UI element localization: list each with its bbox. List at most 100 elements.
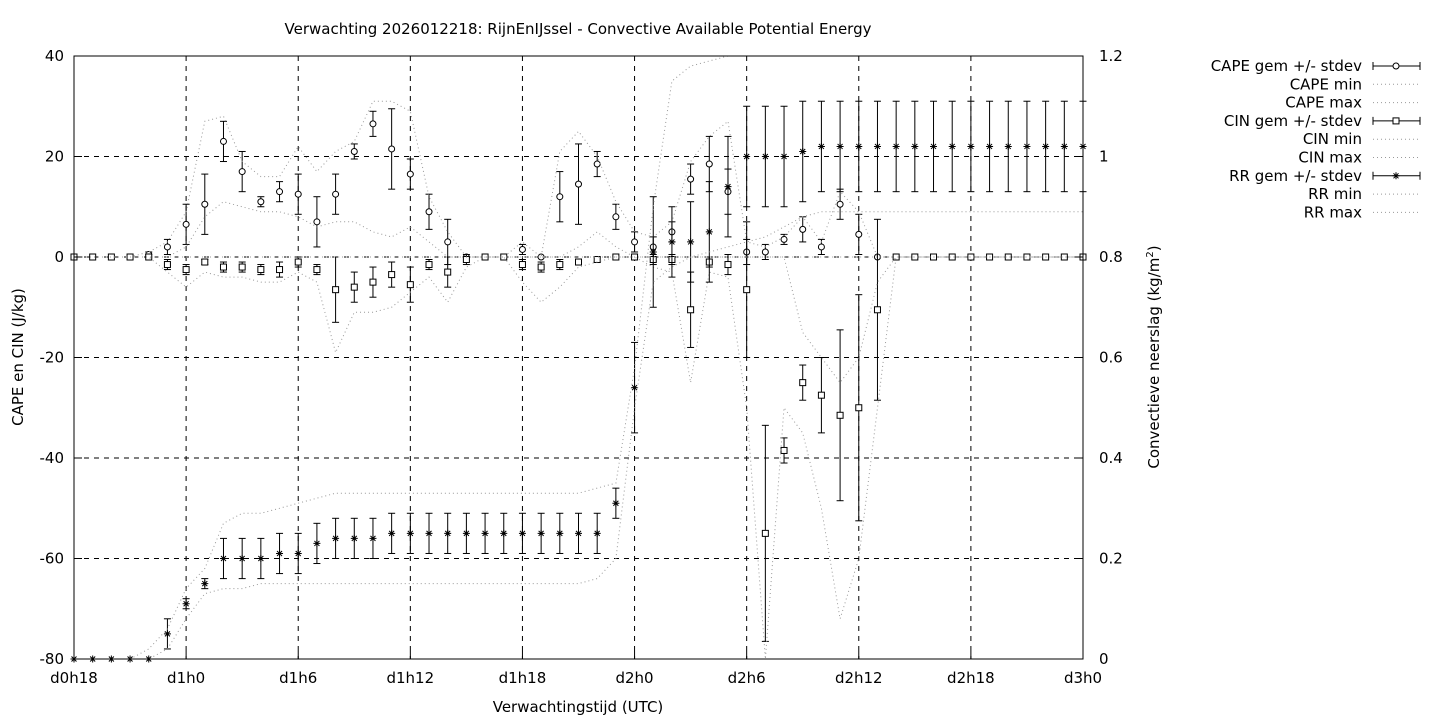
circle-marker <box>350 147 358 155</box>
star-marker <box>687 238 695 246</box>
x-tick-label: d3h0 <box>1064 669 1102 687</box>
y-tick-label: -60 <box>40 550 65 568</box>
square-marker <box>257 266 265 274</box>
y-tick-label: 20 <box>45 148 64 166</box>
star-marker <box>836 142 844 150</box>
square-marker <box>425 261 433 269</box>
circle-marker <box>631 238 639 246</box>
circle-marker <box>593 160 601 168</box>
star-marker <box>201 580 209 588</box>
star-marker <box>369 534 377 542</box>
star-marker <box>761 153 769 160</box>
square-marker <box>163 261 171 269</box>
circle-marker <box>817 243 825 251</box>
star-marker <box>724 183 732 191</box>
square-marker <box>873 306 881 314</box>
y2-axis-label-main: Convectieve neerslag (kg/m <box>1145 258 1163 469</box>
x-tick-label: d1h0 <box>167 669 205 687</box>
square-marker <box>518 261 526 269</box>
star-marker <box>649 248 657 256</box>
series-cin-min <box>74 256 1083 660</box>
circle-marker <box>799 225 807 233</box>
star-marker <box>948 142 956 150</box>
square-marker <box>444 268 452 276</box>
star-marker <box>668 238 676 246</box>
square-marker <box>743 286 751 294</box>
square-marker <box>556 261 564 269</box>
circle-marker <box>444 238 452 246</box>
star-marker <box>257 555 265 562</box>
star-marker <box>1004 142 1012 150</box>
legend-label: RR gem +/- stdev <box>1229 167 1362 185</box>
circle-marker <box>257 198 265 206</box>
y2-tick-label: 0.8 <box>1099 248 1123 266</box>
star-marker <box>743 153 751 160</box>
star-marker <box>967 142 975 150</box>
ticks: d0h18 d1h0 d1h6 d1h12 d1h18 d2h0 d2h6 d2h12 d2h1… <box>40 47 1123 687</box>
star-marker <box>1392 172 1400 180</box>
legend-label: CIN min <box>1303 130 1362 148</box>
y2-tick-label: 1 <box>1099 148 1109 166</box>
square-marker <box>1392 117 1400 125</box>
series-line <box>74 211 1083 660</box>
circle-marker <box>855 230 863 238</box>
circle-marker <box>518 245 526 253</box>
star-marker <box>892 142 900 150</box>
star-marker <box>313 539 321 547</box>
y2-tick-label: 0.6 <box>1099 349 1123 367</box>
star-marker <box>556 529 564 537</box>
star-marker <box>518 529 526 537</box>
star-marker <box>388 529 396 537</box>
y-tick-label: 40 <box>45 47 64 65</box>
chart-title: Verwachting 2026012218: RijnEnIJssel - C… <box>285 20 872 38</box>
star-marker <box>873 142 881 150</box>
circle-marker <box>575 180 582 188</box>
star-marker <box>631 384 639 392</box>
star-marker <box>612 499 620 507</box>
y-tick-label: -20 <box>40 349 65 367</box>
star-marker <box>593 529 601 537</box>
series-cape-max <box>74 100 1083 258</box>
circle-marker <box>406 170 414 178</box>
circle-marker <box>219 137 227 145</box>
square-marker <box>892 253 900 261</box>
star-marker <box>163 630 171 638</box>
circle-marker <box>332 190 340 198</box>
square-marker <box>145 253 153 261</box>
square-marker <box>687 306 695 314</box>
circle-marker <box>294 190 302 198</box>
square-marker <box>799 379 807 387</box>
series-rr-min <box>74 211 1083 660</box>
legend-label: CAPE gem +/- stdev <box>1211 57 1362 75</box>
legend-label: CIN gem +/- stdev <box>1224 112 1362 130</box>
star-marker <box>425 529 433 537</box>
y2-axis-label: Convectieve neerslag (kg/m2) <box>1145 245 1163 468</box>
star-marker <box>406 529 414 537</box>
star-marker <box>855 142 863 150</box>
series-line <box>74 100 1083 258</box>
legend-label: RR min <box>1308 185 1362 203</box>
square-marker <box>107 253 115 261</box>
y2-tick-label: 0 <box>1099 650 1109 668</box>
star-marker <box>182 600 190 608</box>
series-line <box>74 256 1083 660</box>
star-marker <box>799 147 807 155</box>
star-marker <box>1042 142 1050 150</box>
circle-marker <box>313 218 321 226</box>
x-axis-label: Verwachtingstijd (UTC) <box>493 698 664 716</box>
circle-marker <box>761 248 769 256</box>
square-marker <box>182 266 190 274</box>
square-marker <box>967 253 975 261</box>
y-tick-label: -80 <box>40 650 65 668</box>
star-marker <box>817 142 825 150</box>
x-tick-label: d1h12 <box>386 669 434 687</box>
circle-marker <box>556 193 564 201</box>
square-marker <box>238 263 246 271</box>
square-marker <box>948 253 956 261</box>
y-tick-label: -40 <box>40 449 65 467</box>
circle-marker <box>163 243 171 251</box>
star-marker <box>462 529 470 537</box>
y-axis-label: CAPE en CIN (J/kg) <box>9 288 27 426</box>
square-marker <box>1060 253 1068 261</box>
